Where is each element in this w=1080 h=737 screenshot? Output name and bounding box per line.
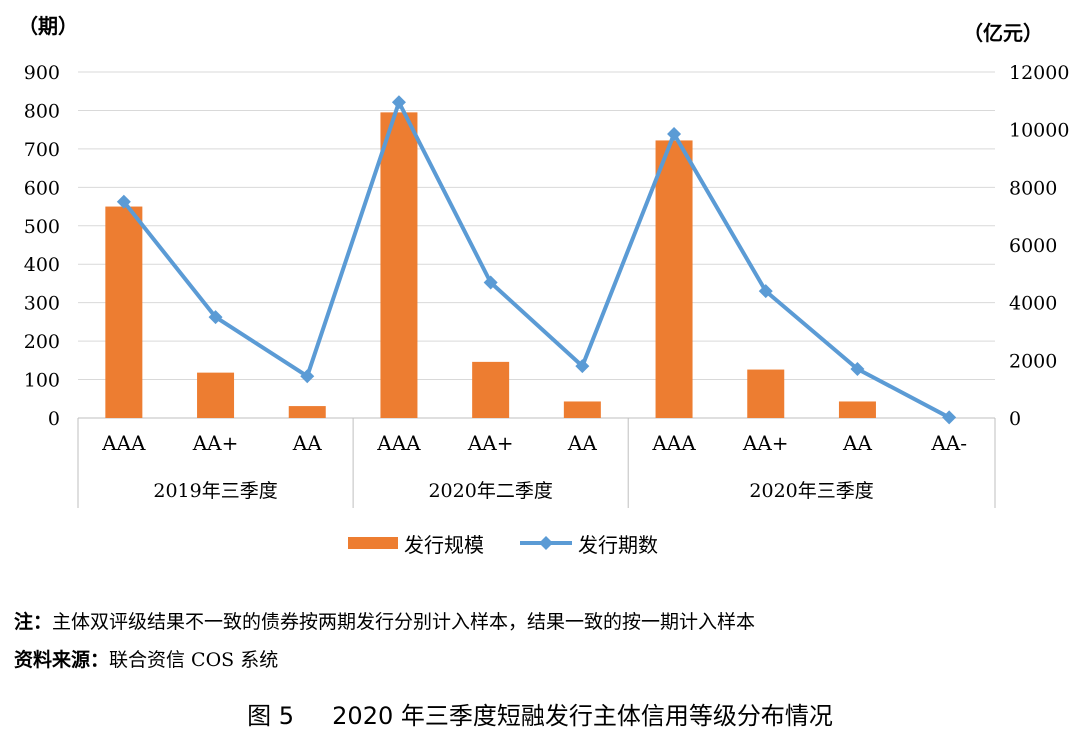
line-marker	[300, 369, 315, 384]
x-tick-label: AAA	[376, 431, 421, 455]
x-tick-label: AAA	[651, 431, 696, 455]
bar	[197, 372, 235, 418]
x-tick-label: AA	[567, 431, 597, 455]
bar	[563, 401, 601, 418]
right-axis-unit: （亿元）	[963, 21, 1043, 45]
source-text: 联合资信 COS 系统	[109, 649, 279, 671]
bar	[472, 361, 510, 418]
chart-source: 资料来源：联合资信 COS 系统	[14, 645, 278, 672]
left-tick-label: 0	[48, 408, 60, 430]
series-line	[122, 100, 951, 420]
right-tick-label: 2000	[1009, 350, 1057, 372]
x-tick-label: AA+	[192, 431, 239, 455]
left-tick-label: 500	[24, 216, 60, 238]
bar-series	[105, 112, 876, 419]
right-tick-label: 4000	[1009, 293, 1057, 315]
legend-swatch-bar	[348, 537, 398, 549]
x-axis: 2019年三季度 AAA AA+ AA 2020年二季度 AAA AA+ AA 2020年三季度…	[77, 418, 996, 508]
bar	[105, 206, 143, 418]
x-tick-label: AA	[842, 431, 872, 455]
note-label: 注：	[14, 611, 53, 633]
legend-marker	[539, 536, 553, 550]
right-tick-label: 10000	[1009, 120, 1069, 142]
source-label: 资料来源：	[14, 649, 110, 671]
line-marker	[758, 284, 773, 299]
legend: 发行规模 发行期数	[348, 533, 658, 557]
chart-note: 注：主体双评级结果不一致的债券按两期发行分别计入样本，结果一致的按一期计入样本	[14, 607, 755, 634]
group-label: 2019年三季度	[153, 480, 277, 502]
left-tick-label: 400	[24, 254, 60, 276]
x-tick-label: AA+	[742, 431, 789, 455]
bar	[747, 369, 785, 418]
legend-label: 发行规模	[404, 533, 484, 557]
left-tick-label: 900	[24, 62, 60, 84]
right-axis: 0 2000 4000 6000 8000 10000 12000	[1009, 62, 1069, 430]
left-tick-label: 800	[24, 100, 60, 122]
bar	[655, 140, 693, 419]
left-axis-unit: （期）	[18, 14, 78, 38]
right-tick-label: 8000	[1009, 177, 1057, 199]
line-marker	[942, 410, 957, 425]
x-tick-label: AA	[292, 431, 322, 455]
left-axis: 0 100 200 300 400 500 600 700 800 900	[24, 62, 60, 430]
note-text: 主体双评级结果不一致的债券按两期发行分别计入样本，结果一致的按一期计入样本	[52, 611, 756, 633]
line-marker	[575, 359, 590, 374]
line-series	[116, 95, 957, 425]
left-tick-label: 700	[24, 139, 60, 161]
left-tick-label: 100	[24, 370, 60, 392]
bar	[838, 401, 876, 418]
right-tick-label: 6000	[1009, 235, 1057, 257]
left-tick-label: 200	[24, 331, 60, 353]
x-tick-label: AA+	[467, 431, 514, 455]
legend-label: 发行期数	[578, 533, 658, 557]
line-marker	[850, 361, 865, 376]
bar	[288, 406, 326, 418]
x-tick-label: AA-	[930, 431, 967, 455]
bar	[380, 112, 418, 418]
line-marker	[391, 95, 406, 110]
group-label: 2020年二季度	[428, 480, 552, 502]
line-marker	[667, 126, 682, 141]
line-marker	[483, 275, 498, 290]
left-tick-label: 600	[24, 177, 60, 199]
figure-caption: 图 5 2020 年三季度短融发行主体信用等级分布情况	[247, 702, 833, 730]
group-label: 2020年三季度	[749, 480, 873, 502]
line-marker	[116, 194, 131, 209]
x-tick-label: AAA	[101, 431, 146, 455]
right-tick-label: 12000	[1009, 62, 1069, 84]
line-marker	[208, 310, 223, 325]
right-tick-label: 0	[1009, 408, 1021, 430]
left-tick-label: 300	[24, 293, 60, 315]
